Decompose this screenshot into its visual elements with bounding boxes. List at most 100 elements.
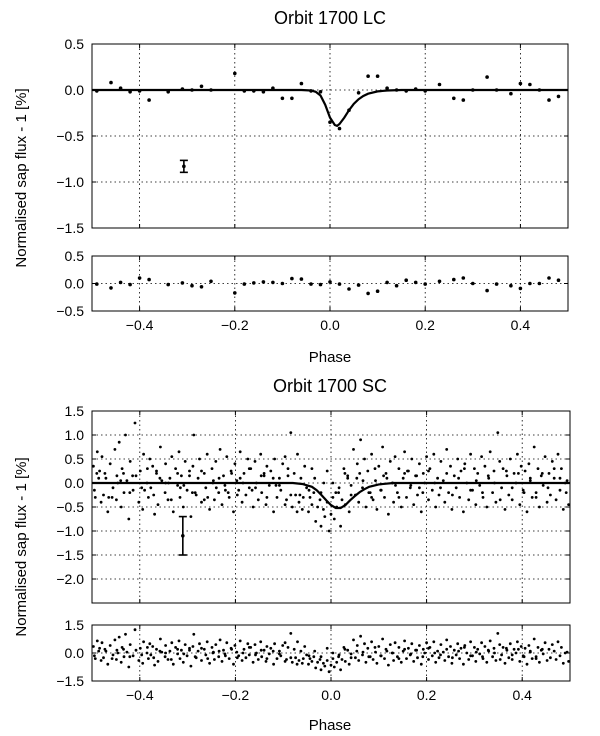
sc-res-data-point: [292, 647, 296, 651]
sc-res-data-point: [254, 653, 257, 657]
sc-res-data-point: [486, 648, 490, 652]
sc-main-data-point: [406, 469, 409, 473]
sc-res-data-point: [527, 644, 531, 647]
sc-res-data-point: [430, 654, 434, 658]
sc-res-data-point: [115, 658, 118, 661]
sc-res-data-point: [474, 660, 478, 663]
sc-res-data-point: [463, 646, 466, 649]
lc-res-data-point: [337, 282, 342, 286]
sc-res-data-point: [131, 654, 135, 658]
sc-main-data-point: [456, 457, 460, 461]
sc-res-data-point: [242, 647, 246, 651]
sc-main-data-point: [200, 469, 203, 473]
sc-main-data-point: [313, 476, 317, 480]
sc-main-data-point: [149, 486, 153, 490]
sc-main-data-point: [285, 498, 288, 502]
sc-res-data-point: [233, 644, 237, 647]
sc-res-data-point: [540, 647, 544, 651]
sc-res-data: [92, 0, 570, 674]
sc-main-data-point: [226, 491, 230, 494]
sc-res-data-point: [436, 649, 439, 653]
lc-main-data-point: [385, 86, 389, 90]
sc-main-data-point: [561, 0, 564, 1]
sc-main-data-point: [552, 476, 556, 480]
sc-res-data-point: [319, 655, 323, 659]
lc-res-data-point: [413, 280, 418, 285]
sc-main-data-point: [343, 472, 347, 475]
sc-main-data-point: [399, 505, 403, 509]
lc-main-data-point: [290, 96, 294, 101]
lc-main-data-point: [375, 74, 380, 78]
sc-main-data-point: [305, 486, 308, 490]
sc-main-data-point: [534, 496, 538, 499]
sc-main-data-point: [217, 476, 221, 480]
sc-res-data-point: [510, 653, 514, 657]
sc-res-data-point: [512, 647, 516, 651]
sc-main-data-point: [122, 491, 126, 494]
lc-main-ytick-label: −1.0: [56, 174, 84, 190]
sc-main-data-point: [491, 491, 494, 494]
sc-main-data-point: [92, 464, 95, 468]
sc-main-data-point: [289, 431, 293, 434]
sc-res-data-point: [159, 637, 162, 641]
sc-res-data-point: [371, 658, 375, 661]
sc-res-data-point: [310, 660, 314, 663]
sc-res-data-point: [476, 647, 480, 651]
sc-res-data-point: [200, 659, 203, 662]
lc-res-data-point: [271, 280, 275, 285]
sc-main-data-point: [176, 472, 180, 475]
sc-res-data-point: [397, 657, 401, 660]
sc-res-data-point: [148, 642, 152, 646]
sc-main-data-point: [142, 452, 146, 456]
sc-main-data-point: [124, 433, 127, 437]
sc-res-data-point: [218, 638, 222, 642]
sc-res-data-point: [357, 659, 361, 662]
sc-main-data-point: [176, 484, 180, 487]
sc-res-data-point: [403, 647, 406, 651]
sc-res-data-point: [381, 637, 384, 641]
sc-res-data-point: [553, 0, 556, 1]
sc-main-data-point: [188, 474, 191, 478]
sc-res-data-point: [498, 658, 502, 661]
lc-res-xtick-label: 0.0: [320, 317, 340, 333]
sc-title: Orbit 1700 SC: [273, 376, 387, 396]
sc-res-data-point: [451, 656, 454, 660]
sc-res-data-point: [222, 648, 225, 652]
sc-res-data-point: [297, 659, 301, 662]
sc-main-data-point: [295, 510, 299, 514]
sc-res-data-point: [347, 662, 351, 666]
sc-res-data-point: [377, 645, 381, 648]
sc-res-data-point: [191, 645, 195, 648]
sc-res-data-point: [164, 644, 168, 647]
sc-res-data-point: [445, 638, 449, 642]
sc-main-ytick-label: −1.5: [56, 547, 84, 563]
sc-res-data-point: [469, 640, 472, 644]
sc-main-data-point: [410, 457, 414, 461]
sc-res-data-point: [454, 653, 458, 657]
sc-main-data-point: [131, 488, 135, 492]
sc-main-data-point: [502, 0, 505, 1]
sc-res-data-point: [363, 642, 366, 646]
sc-main-data-point: [307, 510, 310, 514]
sc-main-data-point: [331, 481, 335, 485]
sc-main-data-point: [442, 0, 445, 1]
sc-main-data-point: [554, 498, 558, 502]
sc-main-data-point: [122, 472, 125, 475]
lc-main-data-point: [233, 71, 237, 76]
sc-res-data-point: [441, 650, 445, 654]
sc-res-data-point: [449, 645, 452, 648]
sc-res-data-point: [412, 660, 416, 663]
sc-res-data-point: [169, 658, 173, 661]
sc-res-data-point: [269, 646, 273, 650]
lc-main-data-point: [461, 98, 466, 102]
sc-main-data-point: [210, 467, 214, 470]
sc-res-data-point: [532, 637, 536, 641]
sc-main-ytick-label: 1.0: [65, 427, 85, 443]
sc-main-data-point: [179, 486, 182, 490]
sc-main-data-point: [418, 462, 421, 466]
sc-main-data-point: [275, 496, 279, 499]
sc-main-data-point: [262, 472, 266, 475]
lc-res-data-point: [385, 280, 389, 285]
sc-res-data-point: [458, 657, 461, 660]
sc-main-data-point: [95, 472, 99, 475]
